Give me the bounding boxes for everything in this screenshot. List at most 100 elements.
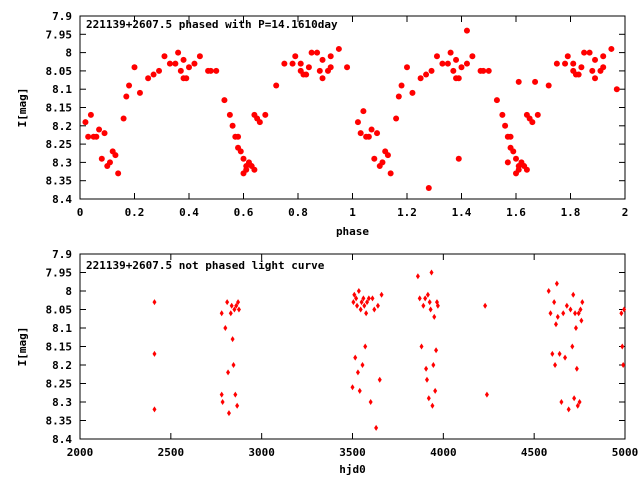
data-point: [136, 89, 143, 96]
data-point: [450, 67, 457, 74]
data-point: [425, 291, 430, 298]
data-point: [428, 306, 433, 313]
data-point: [281, 60, 288, 67]
data-point: [458, 64, 465, 71]
x-tick-label: 1.6: [506, 206, 526, 219]
data-point: [504, 159, 511, 166]
data-point: [354, 119, 361, 126]
x-tick-label: 5000: [612, 446, 639, 459]
y-tick-label: 8.35: [46, 415, 73, 428]
data-point: [112, 152, 119, 159]
data-point: [364, 310, 369, 317]
x-tick-label: 3000: [248, 446, 275, 459]
x-axis-ticks: 2000 2500 3000 3500 4000 4500 5000: [67, 254, 639, 459]
y-tick-label: 8.3: [52, 396, 72, 409]
y-axis-label: I[mag]: [16, 327, 29, 367]
phased-light-curve-panel: 7.9 7.95 8 8.05 8.1 8.15 8.2 8.25 8.3 8.35 8.4 0 0.…: [16, 10, 628, 238]
data-point: [575, 402, 580, 409]
data-point: [355, 369, 360, 376]
x-tick-label: 0: [77, 206, 84, 219]
y-tick-label: 8.4: [52, 193, 72, 206]
data-point: [564, 302, 569, 309]
x-tick-label: 0.2: [125, 206, 145, 219]
data-point: [360, 362, 365, 368]
x-tick-label: 4500: [521, 446, 548, 459]
data-point: [431, 362, 436, 368]
x-tick-label: 4000: [430, 446, 457, 459]
data-point: [434, 347, 439, 354]
data-point: [229, 302, 234, 309]
data-point: [433, 53, 440, 60]
data-point: [366, 295, 371, 302]
data-point: [515, 78, 522, 85]
data-point: [433, 387, 438, 394]
data-point: [352, 291, 357, 298]
x-tick-label: 1.4: [452, 206, 472, 219]
data-point: [421, 302, 426, 309]
data-point: [106, 159, 113, 166]
y-tick-label: 8.35: [46, 175, 73, 188]
data-point: [365, 299, 370, 306]
data-point: [575, 71, 582, 78]
data-point: [262, 111, 269, 118]
data-point: [619, 310, 624, 317]
data-point: [226, 369, 231, 376]
data-point: [87, 111, 94, 118]
data-point: [557, 350, 562, 357]
data-point: [439, 60, 446, 67]
unphased-light-curve-panel: 7.9 7.95 8 8.05 8.1 8.15 8.2 8.25 8.3 8.35 8.4 200…: [16, 248, 638, 476]
data-point: [220, 399, 225, 405]
data-point: [552, 299, 557, 306]
data-point: [82, 119, 89, 126]
y-tick-label: 8.3: [52, 156, 72, 169]
data-point: [532, 78, 539, 85]
data-point: [230, 336, 235, 343]
data-point: [225, 299, 230, 306]
y-tick-label: 8.05: [46, 65, 73, 78]
data-point: [374, 130, 381, 137]
y-axis-ticks: 7.9 7.95 8 8.05 8.1 8.15 8.2 8.25 8.3 8.35 8.4: [46, 10, 625, 206]
data-point: [353, 354, 358, 361]
data-point: [150, 71, 157, 78]
x-tick-label: 0.6: [234, 206, 254, 219]
data-point: [553, 362, 558, 368]
data-point: [570, 60, 577, 67]
data-point: [484, 391, 489, 398]
data-point: [362, 302, 367, 309]
data-point: [571, 291, 576, 298]
data-point: [529, 119, 536, 126]
data-point: [186, 64, 192, 71]
data-point: [213, 67, 220, 74]
data-point: [620, 343, 625, 350]
data-point: [152, 350, 157, 357]
data-point: [589, 67, 596, 74]
data-point: [592, 75, 599, 82]
data-point: [463, 60, 470, 67]
data-point: [180, 56, 187, 63]
data-point: [226, 111, 233, 118]
data-point: [576, 310, 581, 317]
data-point: [126, 82, 133, 89]
x-axis-ticks: 0 0.2 0.4 0.6 0.8 1 1.2 1.4 1.6 1.8 2: [77, 16, 628, 219]
data-point: [574, 365, 579, 372]
data-points: [152, 269, 627, 431]
x-tick-label: 1: [349, 206, 356, 219]
data-point: [98, 155, 105, 162]
data-point: [145, 75, 152, 82]
data-point: [235, 133, 242, 140]
data-point: [550, 350, 555, 357]
data-point: [96, 126, 103, 133]
x-tick-label: 1.2: [397, 206, 417, 219]
data-point: [156, 67, 163, 74]
data-point: [409, 89, 416, 96]
data-point: [566, 406, 571, 413]
data-point: [480, 67, 487, 74]
data-point: [513, 155, 519, 162]
y-axis-ticks: 7.9 7.95 8 8.05 8.1 8.15 8.2 8.25 8.3 8.35 8.4: [46, 248, 625, 446]
x-tick-label: 2500: [158, 446, 185, 459]
data-point: [358, 306, 363, 313]
data-point: [152, 406, 157, 413]
data-point: [233, 391, 238, 398]
data-point: [447, 49, 454, 56]
data-point: [507, 133, 514, 140]
